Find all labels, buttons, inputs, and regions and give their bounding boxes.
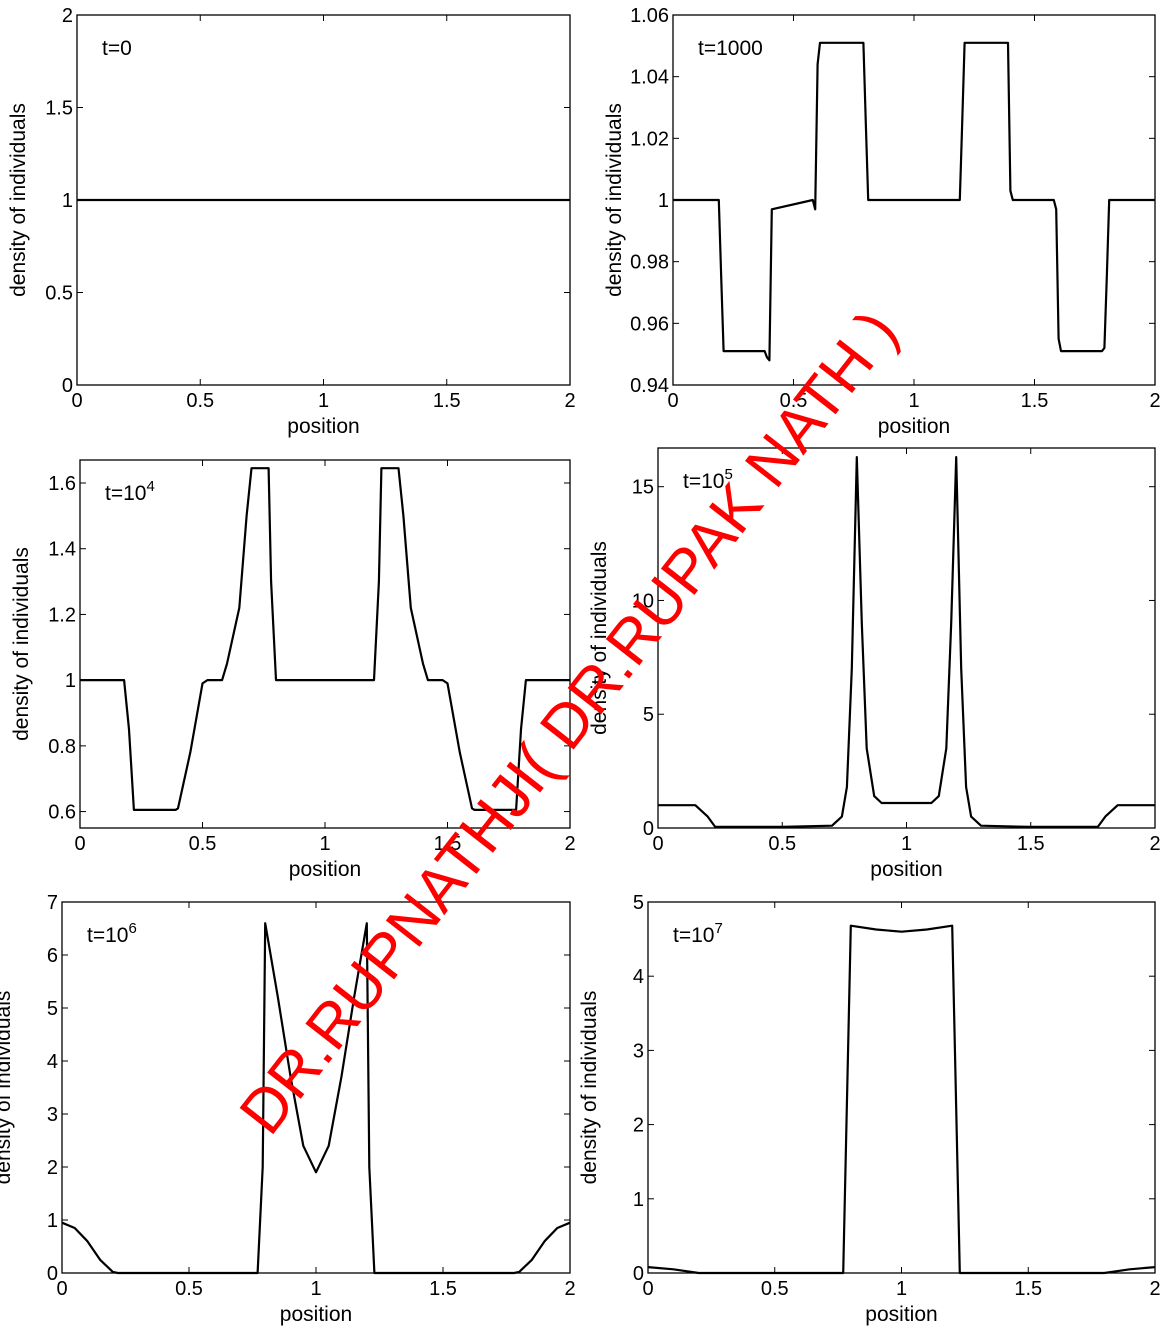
y-tick-label: 1.4 (48, 539, 76, 561)
x-tick-label: 0.5 (186, 390, 214, 412)
y-tick-label: 3 (633, 1040, 644, 1062)
y-tick-label: 1 (658, 190, 669, 212)
x-tick-label: 2 (564, 1278, 575, 1300)
density-line (647, 924, 1156, 1275)
y-tick-label: 1 (65, 670, 76, 692)
chart-panel-6: 0 0.5 1 1.5 2 0 1 2 3 4 5 position density of indivi… (578, 892, 1161, 1326)
y-tick-label: 5 (643, 704, 654, 726)
y-axis-title: density of individuals (10, 547, 33, 741)
x-axis-title: position (878, 415, 950, 438)
x-tick-label: 2 (1149, 1278, 1160, 1300)
x-tick-label: 1.5 (433, 390, 461, 412)
y-axis-title: density of individuals (7, 103, 30, 297)
x-tick-label: 1.5 (1021, 390, 1049, 412)
x-tick-label: 2 (564, 833, 575, 855)
x-tick-label: 0.5 (761, 1278, 789, 1300)
density-line-dashed (673, 42, 1155, 362)
y-tick-label: 4 (47, 1051, 58, 1073)
chart-panel-4: 0 0.5 1 1.5 2 0 5 10 15 position density of indivi… (588, 447, 1161, 881)
y-tick-label: 1.2 (48, 604, 76, 626)
panel-label: t=1000 (698, 37, 763, 60)
x-tick-label: 1.5 (1017, 833, 1045, 855)
y-tick-label: 2 (633, 1115, 644, 1137)
y-tick-label: 1 (47, 1210, 58, 1232)
panel-label: t=105 (683, 466, 733, 493)
density-line-dashed (80, 467, 570, 811)
x-tick-label: 1.5 (429, 1278, 457, 1300)
y-tick-label: 0 (643, 818, 654, 840)
x-axis-title: position (280, 1303, 352, 1326)
y-tick-label: 7 (47, 892, 58, 914)
density-line (673, 41, 1155, 362)
x-tick-label: 2 (1149, 833, 1160, 855)
y-axis-title: density of individuals (578, 991, 601, 1185)
x-tick-label: 0.5 (768, 833, 796, 855)
x-tick-label: 1 (310, 1278, 321, 1300)
y-tick-label: 6 (47, 945, 58, 967)
y-tick-label: 1.06 (630, 5, 669, 27)
y-axis-title: density of individuals (603, 103, 626, 297)
y-tick-label: 1.04 (630, 67, 669, 89)
chart-panel-1: 0 0.5 1 1.5 2 0 0.5 1 1.5 2 position density of ind… (7, 5, 576, 438)
y-tick-label: 1.5 (45, 98, 73, 120)
density-line-dashed (647, 925, 1156, 1274)
panel-label: t=0 (102, 37, 132, 60)
panel-label: t=107 (673, 920, 723, 947)
x-tick-label: 0 (642, 1278, 653, 1300)
panel-label: t=104 (105, 478, 155, 505)
x-tick-label: 1 (896, 1278, 907, 1300)
x-tick-label: 1 (318, 390, 329, 412)
x-tick-label: 2 (564, 390, 575, 412)
chart-panel-5: 0 0.5 1 1.5 2 0 1 2 3 4 5 6 7 position density of indi… (0, 892, 576, 1326)
x-tick-label: 0.5 (175, 1278, 203, 1300)
x-axis-title: position (870, 858, 942, 881)
x-tick-label: 1.5 (434, 833, 462, 855)
plot-frame (647, 901, 1156, 1274)
x-tick-label: 0 (652, 833, 663, 855)
density-line-dashed (658, 457, 1155, 828)
y-tick-label: 4 (633, 966, 644, 988)
y-tick-label: 10 (632, 590, 654, 612)
x-tick-label: 1 (908, 390, 919, 412)
x-tick-label: 0 (56, 1278, 67, 1300)
x-tick-label: 0 (74, 833, 85, 855)
y-tick-label: 1.6 (48, 473, 76, 495)
y-tick-label: 0 (633, 1263, 644, 1285)
x-axis-title: position (865, 1303, 937, 1326)
y-tick-label: 2 (47, 1157, 58, 1179)
y-tick-label: 1 (633, 1189, 644, 1211)
y-tick-label: 5 (47, 998, 58, 1020)
x-tick-label: 2 (1149, 390, 1160, 412)
y-tick-label: 0.94 (630, 375, 669, 397)
x-tick-label: 1.5 (1014, 1278, 1042, 1300)
x-tick-label: 0.5 (780, 390, 808, 412)
x-axis-title: position (287, 415, 359, 438)
y-tick-label: 0.96 (630, 313, 669, 335)
y-tick-label: 0 (47, 1263, 58, 1285)
y-tick-label: 0 (62, 375, 73, 397)
y-tick-label: 2 (62, 5, 73, 27)
x-axis-title: position (289, 858, 361, 881)
y-tick-label: 0.5 (45, 283, 73, 305)
x-tick-label: 0 (667, 390, 678, 412)
y-tick-label: 3 (47, 1104, 58, 1126)
chart-panel-3: 0 0.5 1 1.5 2 0.6 0.8 1 1.2 1.4 1.6 position density… (10, 459, 576, 881)
x-tick-label: 1 (901, 833, 912, 855)
y-tick-label: 0.98 (630, 252, 669, 274)
x-tick-label: 0 (71, 390, 82, 412)
x-tick-label: 0.5 (189, 833, 217, 855)
y-tick-label: 0.6 (48, 802, 76, 824)
y-tick-label: 1.02 (630, 128, 669, 150)
y-tick-label: 5 (633, 892, 644, 914)
density-line-dashed (61, 923, 571, 1274)
y-tick-label: 1 (62, 190, 73, 212)
y-tick-label: 15 (632, 477, 654, 499)
y-axis-title: density of individuals (588, 541, 611, 735)
y-axis-title: density of individuals (0, 991, 15, 1185)
x-tick-label: 1 (319, 833, 330, 855)
y-tick-label: 0.8 (48, 736, 76, 758)
chart-panel-2: 0 0.5 1 1.5 2 0.94 0.96 0.98 1 1.02 1.04 1.06 positi… (603, 5, 1161, 438)
panel-label: t=106 (87, 920, 137, 947)
